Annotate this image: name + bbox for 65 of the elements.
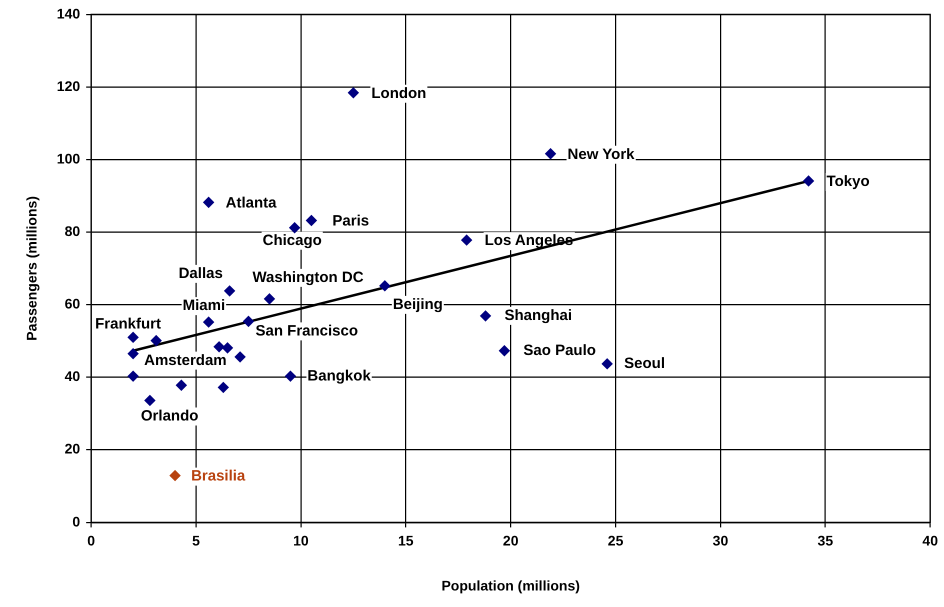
x-tick-label: 0 <box>87 532 96 549</box>
annotation: Shanghai <box>504 307 572 324</box>
point <box>224 285 236 296</box>
x-tick-label: 20 <box>502 532 519 549</box>
point <box>222 342 234 354</box>
y-tick-label: 80 <box>64 222 80 239</box>
x-tick-label: 35 <box>818 532 834 549</box>
point <box>128 332 139 343</box>
y-tick-label: 60 <box>64 296 80 312</box>
annotation: Seoul <box>624 354 666 372</box>
x-tick-label: 15 <box>398 532 414 549</box>
point <box>203 196 214 208</box>
point <box>170 470 181 482</box>
annotation: Frankfurt <box>95 315 161 332</box>
point <box>128 370 139 382</box>
annotation: Tokyo <box>826 173 870 190</box>
y-tick-label: 40 <box>64 368 80 384</box>
annotation: Sao Paulo <box>523 342 596 359</box>
point <box>545 148 556 160</box>
point <box>176 380 187 391</box>
x-tick-label: 10 <box>293 532 309 549</box>
point <box>150 335 162 346</box>
y-tick-label: 120 <box>56 78 80 94</box>
x-tick-label: 25 <box>608 532 624 549</box>
point <box>306 215 317 226</box>
annotation: Dallas <box>178 265 223 282</box>
point <box>234 351 246 362</box>
annotation: Chicago <box>262 232 322 249</box>
annotation: Orlando <box>140 408 198 425</box>
point <box>284 370 296 382</box>
annotation: Beijing <box>392 296 443 313</box>
point <box>218 382 229 393</box>
point <box>480 310 492 322</box>
annotation: New York <box>568 146 636 163</box>
y-tick-label: 0 <box>72 513 80 530</box>
annotation: Miami <box>182 297 226 314</box>
y-tick-label: 140 <box>56 5 80 22</box>
annotation: London <box>371 84 426 102</box>
annotation: San Francisco <box>255 322 358 340</box>
annotation: Atlanta <box>226 194 278 212</box>
point <box>461 234 472 246</box>
point <box>498 345 510 356</box>
point <box>242 316 254 327</box>
point <box>264 293 275 304</box>
y-tick-label: 100 <box>56 150 80 166</box>
point <box>289 222 300 234</box>
point <box>203 316 214 328</box>
point <box>214 341 225 352</box>
point <box>144 394 156 406</box>
annotation: Amsterdam <box>144 352 227 369</box>
point <box>803 175 814 186</box>
y-tick-label: 20 <box>64 440 80 457</box>
x-tick-label: 5 <box>192 532 200 549</box>
series-label: Brasilia <box>191 468 246 485</box>
annotation: Paris <box>332 212 370 230</box>
y-axis-title: Passengers (millions) <box>23 196 40 341</box>
point <box>128 348 139 360</box>
point <box>379 280 390 292</box>
annotation: Bangkok <box>307 367 372 384</box>
x-tick-label: 30 <box>712 532 728 549</box>
x-tick-label: 40 <box>922 532 938 549</box>
x-axis-title: Population (millions) <box>441 577 580 594</box>
point <box>348 87 359 98</box>
annotation: Washington DC <box>252 269 364 286</box>
point <box>602 358 613 370</box>
